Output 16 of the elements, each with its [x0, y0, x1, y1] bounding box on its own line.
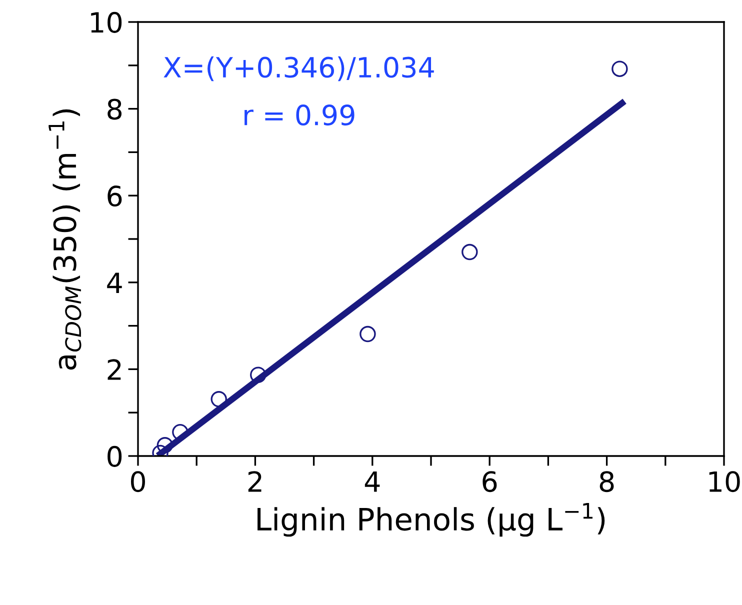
y-tick-label: 0 [108, 446, 122, 467]
x-tick-label: 8 [600, 471, 614, 492]
y-tick-label: 8 [108, 98, 122, 120]
x-tick-label: 10 [709, 471, 740, 492]
annotation: r = 0.99 [244, 104, 354, 126]
x-tick-label: 6 [482, 471, 497, 492]
x-tick-label: 4 [364, 471, 380, 492]
x-axis-title: Lignin Phenols (µg L$^{−1}$) [258, 503, 605, 537]
y-tick-label: 4 [107, 272, 122, 293]
y-axis-title: a$_{CDOM}$(350) (m$^{−1}$) [48, 109, 82, 370]
y-tick-label: 6 [108, 186, 122, 207]
x-tick-label: 2 [248, 471, 262, 492]
x-tick-label: 0 [130, 471, 145, 492]
y-tick-label: 10 [91, 12, 122, 33]
y-tick-label: 2 [108, 359, 121, 380]
annotation: X=(Y+0.346)/1.034 [164, 56, 434, 82]
